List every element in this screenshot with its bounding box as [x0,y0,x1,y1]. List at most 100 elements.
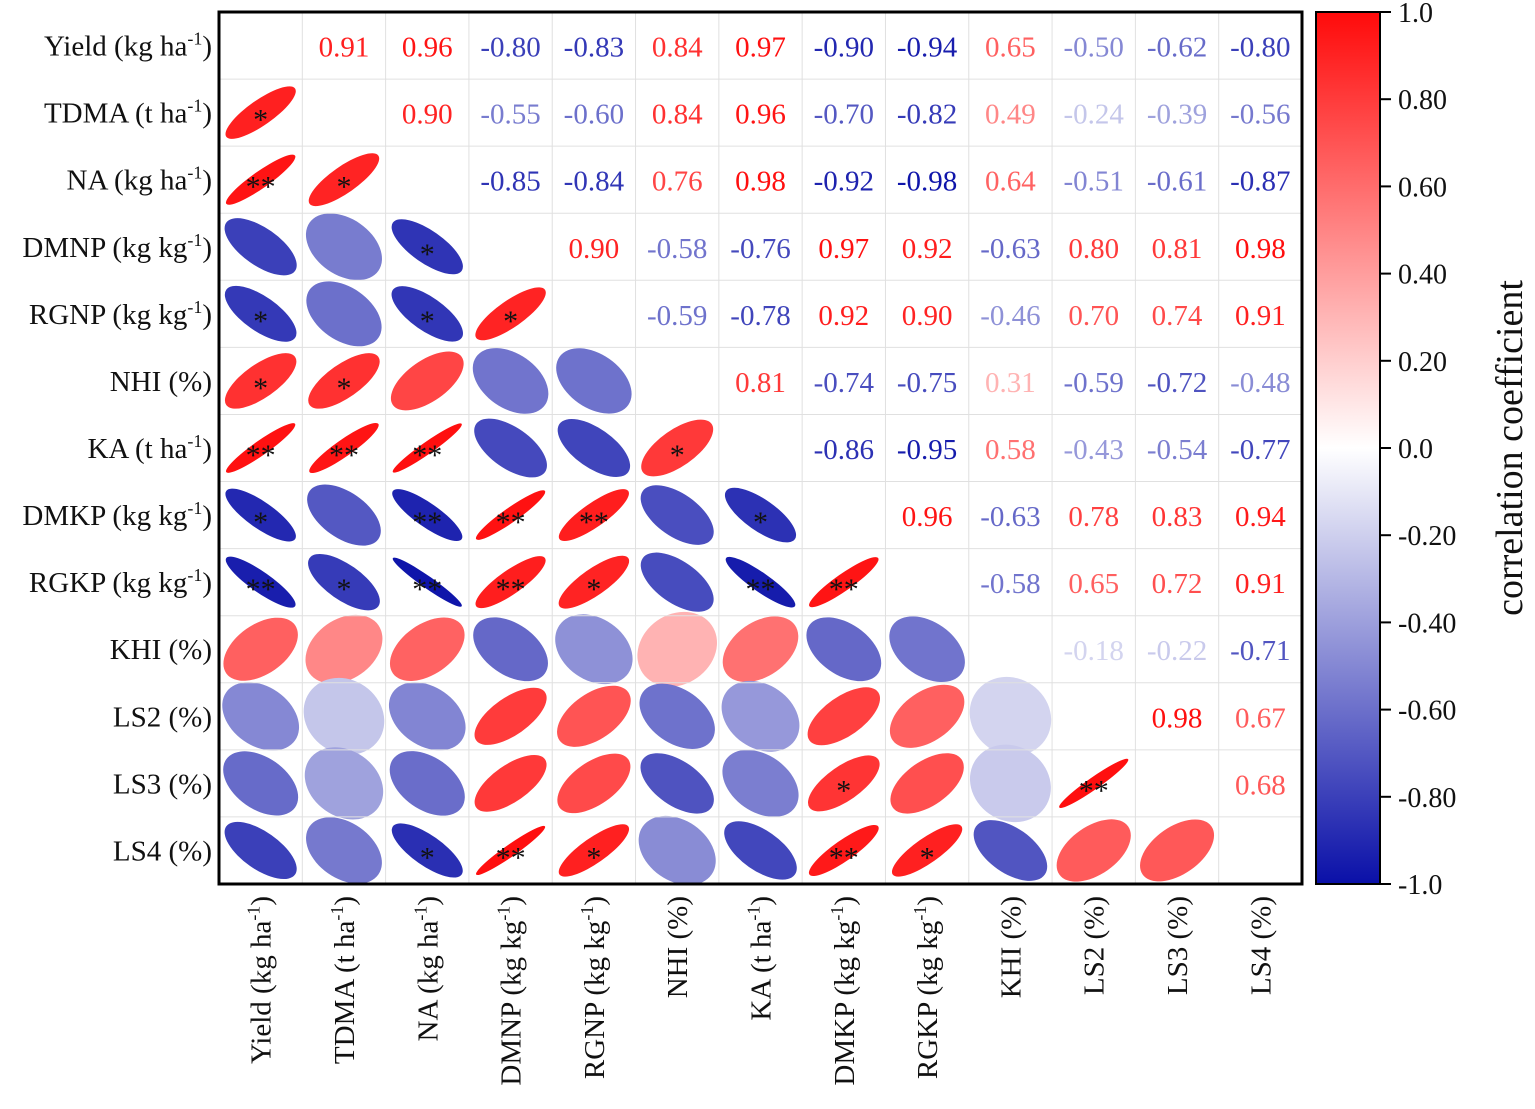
coefficient-label: -0.24 [1064,99,1125,131]
coefficient-label: -0.92 [814,166,874,198]
significance-mark: ** [246,171,276,204]
correlation-ellipse [224,353,297,409]
correlation-ellipse [473,617,548,682]
significance-mark: ** [496,573,526,606]
coefficient-label: 0.96 [735,99,786,131]
correlation-ellipse [555,614,633,685]
coefficient-label: -0.78 [730,300,790,332]
coefficient-label: -0.59 [1064,367,1124,399]
coefficient-label: -0.90 [814,32,874,64]
correlation-ellipse [392,423,462,473]
correlation-ellipse [391,286,463,342]
coefficient-label: -0.87 [1230,166,1290,198]
coefficient-label: -0.84 [564,166,625,198]
coefficient-label: 0.78 [1068,501,1119,533]
coefficient-label: -0.83 [564,32,624,64]
correlation-ellipse [225,423,296,473]
coefficient-label: -0.95 [897,434,957,466]
column-label: RGKP (kg kg-1) [910,896,944,1079]
coefficient-label: -0.50 [1064,32,1124,64]
correlation-ellipse [307,484,381,546]
coefficient-label: 0.96 [902,501,953,533]
colorbar-tick-label: 0.20 [1398,347,1447,378]
coefficient-label: -0.46 [980,300,1040,332]
coefficient-label: -0.82 [897,99,957,131]
coefficient-label: 0.92 [818,300,869,332]
significance-mark: * [586,841,601,874]
correlation-ellipse [389,751,465,816]
row-label: DMKP (kg kg-1) [22,498,212,532]
significance-mark: ** [412,573,442,606]
correlation-ellipse [640,753,714,814]
coefficient-label: 0.83 [1152,501,1203,533]
correlation-ellipse [474,418,547,478]
coefficient-label: -0.18 [1064,635,1124,667]
correlation-ellipse [557,685,631,747]
colorbar-tick-label: -0.20 [1398,521,1456,552]
correlation-ellipse [641,419,714,477]
colorbar-tick-label: -0.80 [1398,783,1456,814]
correlation-ellipse [890,753,964,814]
correlation-ellipse [969,744,1051,823]
coefficient-label: -0.72 [1147,367,1207,399]
coefficient-label: -0.39 [1147,99,1207,131]
row-labels: Yield (kg ha-1) TDMA (t ha-1) NA (kg ha-1)… [22,29,212,868]
correlation-ellipse [969,676,1052,756]
correlation-ellipse [722,616,799,683]
coefficient-label: -0.60 [564,99,624,131]
correlation-ellipse [556,348,632,414]
significance-mark: ** [829,841,859,874]
row-label: LS3 (%) [113,768,212,800]
column-label: KHI (%) [995,896,1027,998]
correlation-ellipse [724,821,797,880]
colorbar-tick-label: 0.40 [1398,260,1447,291]
coefficient-label: -0.94 [897,32,958,64]
correlation-ellipse [389,617,465,681]
significance-mark: ** [412,439,442,472]
colorbar-ticks: 1.0 0.80 0.60 0.40 0.20 0.0 -0.20 -0.40 -0.60 -0.… [1380,0,1456,901]
significance-mark: * [420,238,435,271]
significance-mark: ** [1079,774,1109,807]
coefficient-label: -0.77 [1230,434,1290,466]
colorbar-tick-label: 0.60 [1398,172,1447,203]
correlation-ellipse [721,680,800,752]
coefficient-label: 0.91 [1235,300,1286,332]
correlation-ellipse [725,556,796,608]
coefficient-label: 0.70 [1068,300,1119,332]
correlation-ellipse [807,755,880,812]
coefficient-label: 0.98 [1235,233,1286,265]
correlation-ellipse [304,747,384,820]
colorbar-tick-label: 0.80 [1398,85,1447,116]
colorbar-tick-label: -0.40 [1398,608,1456,639]
correlation-ellipse [475,287,546,341]
correlation-ellipse [222,682,300,751]
correlation-ellipse [391,219,463,275]
correlation-ellipse [306,281,382,347]
column-label: NA (kg ha-1) [410,896,444,1042]
column-label: LS2 (%) [1079,896,1111,995]
correlation-ellipse [223,751,299,816]
correlation-ellipse [225,488,296,542]
coefficient-label: -0.98 [897,166,957,198]
significance-mark: * [420,841,435,874]
correlation-ellipse [223,617,298,681]
colorbar: 1.0 0.80 0.60 0.40 0.20 0.0 -0.20 -0.40 -0.60 -0.… [1315,0,1531,901]
coefficient-label: -0.71 [1230,635,1290,667]
correlation-ellipse [392,489,463,542]
colorbar-tick-label: -0.60 [1398,696,1456,727]
significance-mark: ** [579,506,609,539]
row-label: DMNP (kg kg-1) [22,230,212,264]
coefficient-label: 0.91 [1235,568,1286,600]
coefficient-label: -0.22 [1147,635,1207,667]
column-label: Yield (kg ha-1) [244,896,278,1064]
correlation-ellipse [891,824,963,877]
significance-mark: ** [496,506,526,539]
colorbar-tick-label: 0.0 [1398,434,1433,465]
coefficient-label: -0.43 [1064,434,1124,466]
correlation-ellipse [637,611,717,687]
correlation-ellipse [889,616,965,683]
column-label: DMNP (kg kg-1) [494,896,528,1086]
significance-mark: ** [246,573,276,606]
correlation-ellipse [392,557,462,607]
correlation-ellipse [472,348,549,414]
